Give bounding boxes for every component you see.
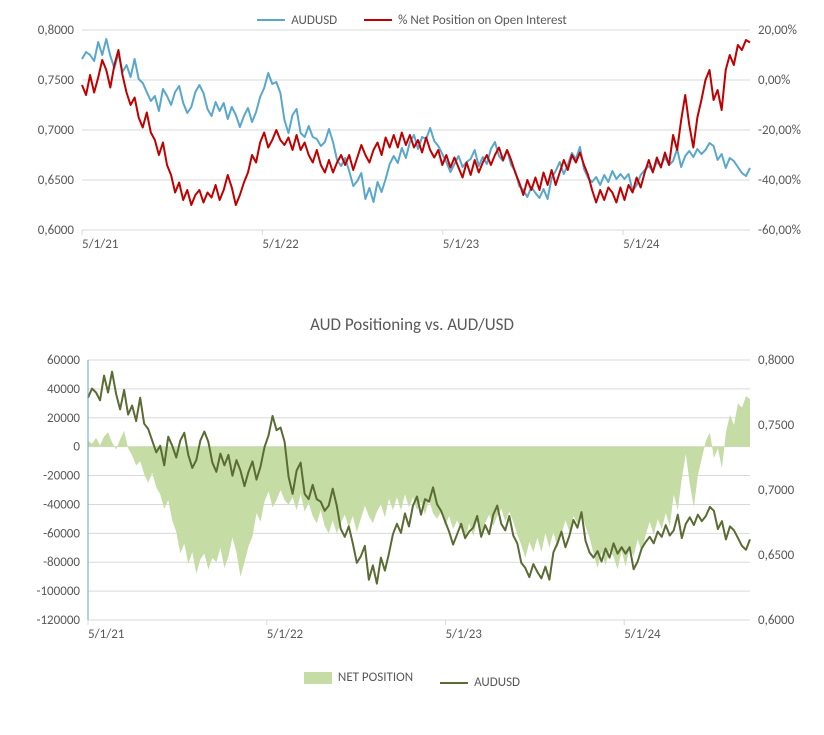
svg-text:-60000: -60000 xyxy=(43,526,80,541)
chart2-svg: -120000 -100000 -80000 -60000 -40000 -20000 0 2… xyxy=(10,310,814,690)
svg-text:0: 0 xyxy=(73,440,80,455)
svg-text:-80000: -80000 xyxy=(43,555,80,570)
svg-text:-100000: -100000 xyxy=(36,584,80,599)
svg-text:5/1/24: 5/1/24 xyxy=(623,237,660,252)
svg-text:-120000: -120000 xyxy=(36,613,80,628)
svg-text:-40000: -40000 xyxy=(43,497,80,512)
chart-aud-positioning: AUD Positioning vs. AUD/USD -120000 -1000… xyxy=(10,310,814,690)
svg-text:60000: 60000 xyxy=(47,353,80,368)
svg-text:0,7000: 0,7000 xyxy=(758,483,795,498)
svg-text:5/1/22: 5/1/22 xyxy=(267,627,304,642)
legend-swatch-line xyxy=(440,682,468,684)
svg-text:5/1/24: 5/1/24 xyxy=(624,627,661,642)
svg-text:0,6000: 0,6000 xyxy=(38,223,75,238)
svg-text:20000: 20000 xyxy=(47,411,80,426)
legend-swatch-line xyxy=(257,19,285,21)
chart-audusd-net-pct: AUDUSD % Net Position on Open Interest 0… xyxy=(10,10,814,270)
legend-swatch-area xyxy=(304,672,332,684)
chart2-legend: NET POSITION AUDUSD xyxy=(10,670,814,690)
svg-text:5/1/21: 5/1/21 xyxy=(82,237,118,252)
svg-text:5/1/23: 5/1/23 xyxy=(445,627,482,642)
chart2-legend-label-audusd: AUDUSD xyxy=(474,675,520,690)
chart1-svg: 0,60000,65000,70000,75000,8000-60,00%-40… xyxy=(10,10,814,270)
chart1-legend-label-audusd: AUDUSD xyxy=(291,13,337,28)
chart2-title: AUD Positioning vs. AUD/USD xyxy=(10,314,814,335)
svg-text:-40,00%: -40,00% xyxy=(758,173,801,188)
legend-swatch-line xyxy=(364,19,392,21)
chart2-legend-item-netpos: NET POSITION xyxy=(304,670,413,685)
svg-text:0,7000: 0,7000 xyxy=(38,123,75,138)
svg-text:0,6500: 0,6500 xyxy=(758,548,795,563)
chart2-legend-item-audusd: AUDUSD xyxy=(440,675,520,690)
chart1-legend-item-audusd: AUDUSD xyxy=(257,13,337,28)
svg-text:40000: 40000 xyxy=(47,382,80,397)
svg-text:0,00%: 0,00% xyxy=(758,73,790,88)
svg-text:-60,00%: -60,00% xyxy=(758,223,801,238)
chart1-legend-item-netpct: % Net Position on Open Interest xyxy=(364,13,567,28)
svg-text:5/1/22: 5/1/22 xyxy=(262,237,299,252)
chart2-legend-label-netpos: NET POSITION xyxy=(338,670,413,685)
svg-text:0,8000: 0,8000 xyxy=(758,353,795,368)
svg-text:-20,00%: -20,00% xyxy=(758,123,801,138)
svg-text:0,6000: 0,6000 xyxy=(758,613,795,628)
svg-text:0,7500: 0,7500 xyxy=(38,73,75,88)
svg-text:5/1/21: 5/1/21 xyxy=(88,627,124,642)
svg-text:0,6500: 0,6500 xyxy=(38,173,75,188)
chart1-legend-label-netpct: % Net Position on Open Interest xyxy=(398,13,567,28)
chart1-legend: AUDUSD % Net Position on Open Interest xyxy=(10,10,814,28)
svg-text:-20000: -20000 xyxy=(43,469,80,484)
svg-text:0,7500: 0,7500 xyxy=(758,418,795,433)
svg-text:5/1/23: 5/1/23 xyxy=(443,237,480,252)
